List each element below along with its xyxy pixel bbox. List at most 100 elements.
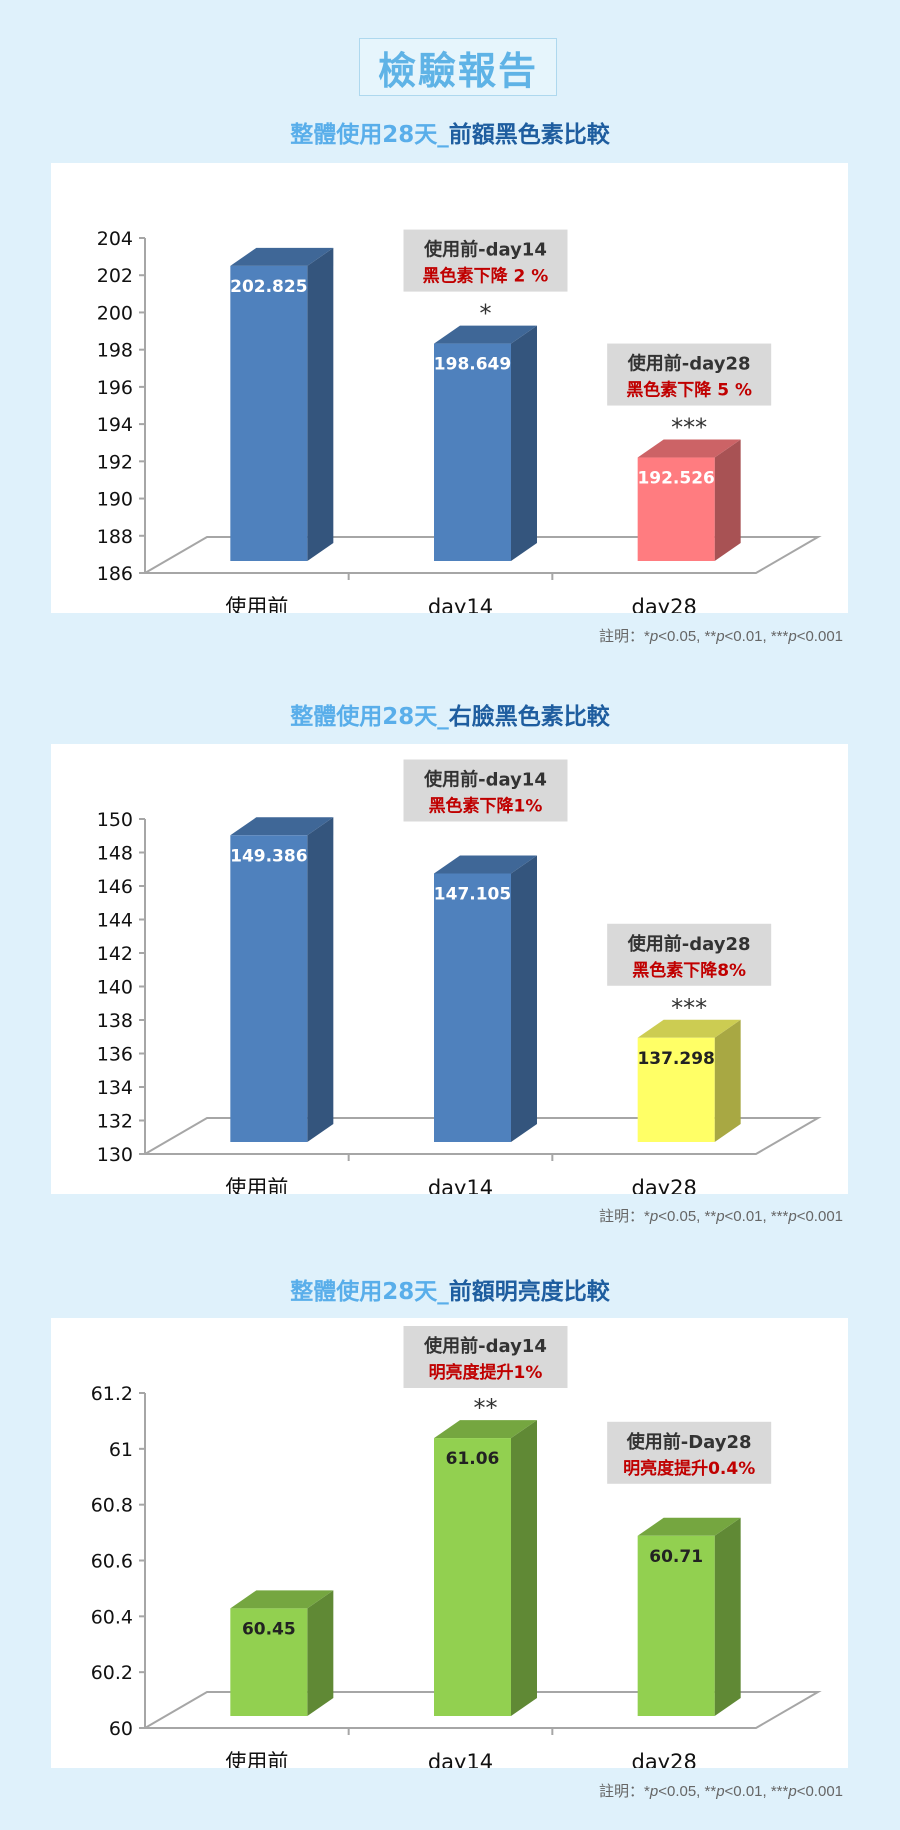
annotation-box-2: 使用前-day28 黑色素下降8%	[607, 923, 772, 986]
bar-1	[230, 817, 334, 1142]
annotation-background	[403, 759, 568, 822]
chart-3-svg: 60 60.2 60.4 60.6 60.8 61 61.2 60.45 使用前 61.06 day…	[91, 1326, 822, 1768]
y-tick-label: 146	[97, 876, 133, 898]
y-tick-label: 142	[97, 943, 133, 965]
y-tick-label: 196	[97, 377, 133, 399]
bar-value-label: 202.825	[230, 277, 307, 297]
significance-stars: ***	[671, 414, 707, 442]
y-tick-label: 60.4	[91, 1606, 133, 1628]
annotation-change: 明亮度提升1%	[429, 1362, 543, 1383]
footnote-item: *p<0.05,	[644, 1208, 705, 1225]
bar-1	[230, 1590, 334, 1716]
chart-1-heading: 整體使用28天_前額黑色素比較	[0, 115, 900, 149]
x-category-label: day28	[631, 1750, 696, 1768]
chart-2-footnote: 註明：*p<0.05, **p<0.01, ***p<0.001	[599, 1205, 843, 1226]
chart-3-footnote: 註明：*p<0.05, **p<0.01, ***p<0.001	[599, 1780, 843, 1801]
y-tick-label: 60.2	[91, 1662, 133, 1684]
bar-side-face	[307, 817, 334, 1142]
footnote-item: **p<0.01,	[704, 1208, 771, 1225]
significance-stars: ***	[671, 994, 707, 1022]
x-category-label: day14	[428, 595, 493, 613]
annotation-background	[403, 229, 568, 292]
chart-1-svg: 186 188 190 192 194 196 198 200 202 204 202.825 使用前…	[97, 228, 822, 613]
bar-top-face	[637, 1517, 741, 1536]
y-tick-label: 150	[97, 809, 133, 831]
chart-2-panel: 130 132 134 136 138 140 142 144 146 148 150 149.386…	[51, 744, 848, 1194]
bar-3	[637, 439, 741, 561]
bar-front-face	[434, 1438, 511, 1716]
bar-top-face	[230, 247, 334, 266]
bar-front-face	[637, 1535, 715, 1716]
footnote-item: **p<0.01,	[704, 628, 771, 645]
chart-2-heading: 整體使用28天_右臉黑色素比較	[0, 697, 900, 731]
y-tick-label: 188	[97, 526, 133, 548]
bar-top-face	[434, 325, 537, 344]
annotation-background	[607, 923, 772, 986]
annotation-background	[607, 343, 772, 406]
y-tick-label: 190	[97, 489, 133, 511]
y-tick-label: 134	[97, 1077, 133, 1099]
annotation-change: 黑色素下降8%	[632, 960, 746, 981]
chart-1-footnote: 註明：*p<0.05, **p<0.01, ***p<0.001	[599, 625, 843, 646]
bar-3	[637, 1517, 741, 1716]
annotation-comparison: 使用前-day14	[423, 768, 547, 790]
bar-1	[230, 247, 334, 562]
bar-side-face	[511, 855, 537, 1142]
annotation-background	[403, 1326, 568, 1388]
y-tick-label: 204	[97, 228, 133, 250]
bar-value-label: 61.06	[446, 1449, 500, 1469]
bar-top-face	[637, 1019, 741, 1038]
annotation-background	[607, 1421, 772, 1484]
x-category-label: 使用前	[225, 595, 288, 613]
annotation-comparison: 使用前-Day28	[626, 1431, 752, 1453]
y-tick-label: 148	[97, 843, 133, 865]
bar-value-label: 60.45	[242, 1619, 296, 1639]
footnote-prefix: 註明：	[599, 1208, 645, 1225]
bar-side-face	[714, 439, 741, 561]
annotation-comparison: 使用前-day14	[423, 239, 547, 261]
y-tick-label: 61	[109, 1439, 133, 1461]
footnote-item: **p<0.01,	[704, 1783, 771, 1800]
bar-top-face	[230, 1590, 334, 1609]
y-tick-label: 194	[97, 414, 133, 436]
y-tick-label: 130	[97, 1144, 133, 1166]
annotation-comparison: 使用前-day28	[627, 353, 751, 375]
y-tick-label: 138	[97, 1010, 133, 1032]
chart-1-heading-lead: 整體使用28天_	[290, 122, 449, 148]
chart-1-heading-rest: 前額黑色素比較	[448, 122, 610, 148]
y-tick-label: 60.6	[91, 1551, 133, 1573]
bar-2	[434, 855, 537, 1142]
footnote-item: *p<0.05,	[644, 628, 705, 645]
bar-side-face	[511, 1420, 537, 1716]
annotation-box-1: 使用前-day14 黑色素下降1%	[403, 759, 568, 822]
y-tick-label: 186	[97, 563, 133, 585]
bar-value-label: 192.526	[637, 469, 714, 489]
y-tick-label: 132	[97, 1111, 133, 1133]
chart-3-heading-rest: 前額明亮度比較	[448, 1279, 610, 1305]
bar-top-face	[434, 855, 537, 874]
bar-front-face	[434, 873, 511, 1142]
bar-2	[434, 1420, 537, 1716]
y-tick-label: 202	[97, 265, 133, 287]
chart-2-heading-rest: 右臉黑色素比較	[448, 704, 610, 730]
bar-value-label: 149.386	[230, 846, 307, 866]
footnote-item: *p<0.05,	[644, 1783, 705, 1800]
chart-3-heading: 整體使用28天_前額明亮度比較	[0, 1272, 900, 1306]
bar-front-face	[230, 835, 308, 1142]
significance-stars: **	[474, 1394, 498, 1422]
chart-2-heading-lead: 整體使用28天_	[290, 704, 449, 730]
bar-value-label: 198.649	[434, 355, 511, 375]
annotation-box-1: 使用前-day14 黑色素下降 2 %	[403, 229, 568, 292]
bar-top-face	[637, 439, 741, 458]
x-category-label: day14	[428, 1176, 493, 1194]
bar-top-face	[230, 817, 334, 836]
page-title-box: 檢驗報告	[359, 38, 557, 96]
bar-side-face	[511, 325, 537, 561]
annotation-comparison: 使用前-day28	[627, 933, 751, 955]
bar-front-face	[637, 1037, 715, 1142]
chart-3-panel: 60 60.2 60.4 60.6 60.8 61 61.2 60.45 使用前 61.06 day…	[51, 1318, 848, 1768]
bar-front-face	[434, 343, 511, 561]
x-category-label: day14	[428, 1750, 493, 1768]
bar-side-face	[307, 1590, 334, 1716]
footnote-item: ***p<0.001	[770, 628, 843, 645]
